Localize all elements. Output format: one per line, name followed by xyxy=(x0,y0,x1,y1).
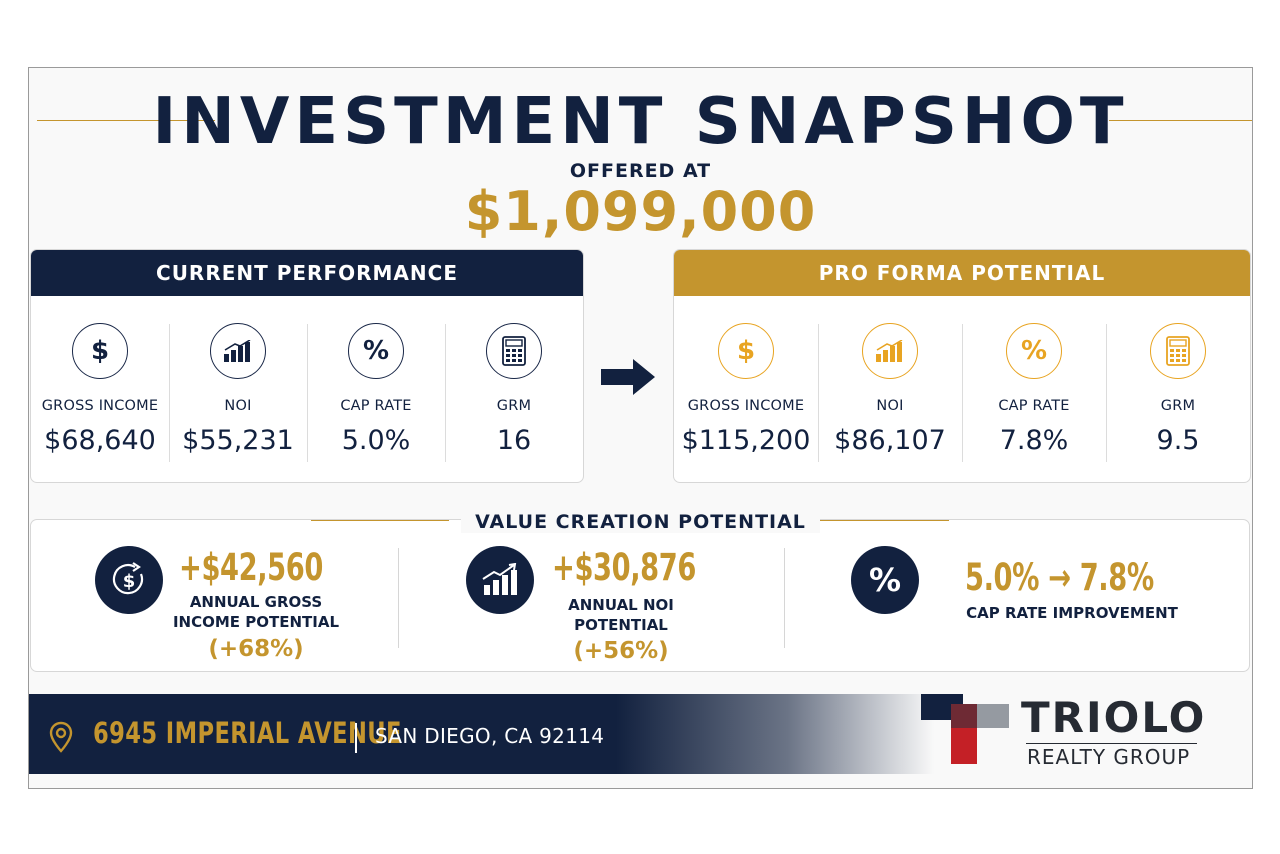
desc-line: ANNUAL NOI xyxy=(568,596,674,614)
dollar-icon: $ xyxy=(718,323,774,379)
proforma-grm: GRM 9.5 xyxy=(1106,296,1250,482)
pro-forma-panel: PRO FORMA POTENTIAL $ GROSS INCOME $115,… xyxy=(673,249,1251,483)
vc-rule-right xyxy=(811,520,949,521)
triolo-logo-icon xyxy=(921,694,1009,764)
current-performance-panel: CURRENT PERFORMANCE $ GROSS INCOME $68,6… xyxy=(30,249,584,483)
current-performance-heading: CURRENT PERFORMANCE xyxy=(31,250,583,296)
bar-chart-icon xyxy=(210,323,266,379)
metric-label: GRM xyxy=(496,398,532,414)
metric-label: GROSS INCOME xyxy=(41,398,159,414)
dollar-growth-icon: $ xyxy=(95,546,163,614)
dollar-icon: $ xyxy=(72,323,128,379)
calculator-icon xyxy=(1150,323,1206,379)
calculator-icon xyxy=(486,323,542,379)
metric-value: $86,107 xyxy=(834,425,946,456)
current-cap-rate: % CAP RATE 5.0% xyxy=(307,296,445,482)
desc-line: POTENTIAL xyxy=(574,616,668,634)
pro-forma-heading: PRO FORMA POTENTIAL xyxy=(674,250,1250,296)
offer-price: $1,099,000 xyxy=(464,180,817,243)
vc-rule-left xyxy=(311,520,449,521)
noi-gain-pct: (+56%) xyxy=(573,638,669,664)
title-rule-right xyxy=(1109,120,1252,121)
metric-label: CAP RATE xyxy=(998,398,1070,414)
investment-snapshot-card: INVESTMENT SNAPSHOT OFFERED AT $1,099,00… xyxy=(28,67,1253,789)
current-gross-income: $ GROSS INCOME $68,640 xyxy=(31,296,169,482)
metric-value: 7.8% xyxy=(999,425,1069,456)
gross-income-gain-pct: (+68%) xyxy=(208,636,304,662)
metric-value: 5.0% xyxy=(341,425,411,456)
brand-rule xyxy=(1026,743,1197,744)
page-title: INVESTMENT SNAPSHOT xyxy=(152,85,1129,159)
noi-gain: +$30,876 xyxy=(552,546,696,589)
desc-line: ANNUAL GROSS xyxy=(189,593,323,611)
current-noi: NOI $55,231 xyxy=(169,296,307,482)
growth-chart-icon xyxy=(466,546,534,614)
value-creation-heading-text: VALUE CREATION POTENTIAL xyxy=(461,511,820,533)
offered-label: OFFERED AT xyxy=(569,160,712,182)
metric-label: CAP RATE xyxy=(340,398,412,414)
current-grm: GRM 16 xyxy=(445,296,583,482)
gross-income-gain-label: ANNUAL GROSS INCOME POTENTIAL xyxy=(163,592,349,632)
metric-value: $115,200 xyxy=(681,425,811,456)
bar-chart-icon xyxy=(862,323,918,379)
cap-rate-change: 5.0% → 7.8% xyxy=(965,556,1154,599)
percent-icon: % xyxy=(348,323,404,379)
svg-text:$: $ xyxy=(123,571,136,592)
percent-icon: % xyxy=(851,546,919,614)
metric-value: $68,640 xyxy=(44,425,156,456)
street-address: 6945 IMPERIAL AVENUE xyxy=(93,716,402,750)
brand-subtitle: REALTY GROUP xyxy=(1027,745,1191,769)
proforma-cap-rate: % CAP RATE 7.8% xyxy=(962,296,1106,482)
metric-label: GRM xyxy=(1160,398,1196,414)
map-pin-icon xyxy=(49,721,73,753)
metric-label: NOI xyxy=(224,398,252,414)
proforma-noi: NOI $86,107 xyxy=(818,296,962,482)
cap-rate-change-label: CAP RATE IMPROVEMENT xyxy=(966,604,1178,622)
metric-value: $55,231 xyxy=(182,425,294,456)
percent-icon: % xyxy=(1006,323,1062,379)
value-creation-panel xyxy=(30,519,1250,672)
noi-gain-label: ANNUAL NOI POTENTIAL xyxy=(535,595,707,635)
title-rule-left xyxy=(37,120,215,121)
metric-label: GROSS INCOME xyxy=(687,398,805,414)
gross-income-gain: +$42,560 xyxy=(179,546,323,589)
proforma-gross-income: $ GROSS INCOME $115,200 xyxy=(674,296,818,482)
arrow-right-icon xyxy=(601,359,655,395)
vc-divider xyxy=(784,548,785,648)
vc-divider xyxy=(398,548,399,648)
metric-label: NOI xyxy=(876,398,904,414)
metric-value: 16 xyxy=(496,425,532,456)
metric-value: 9.5 xyxy=(1156,425,1200,456)
value-creation-heading: VALUE CREATION POTENTIAL xyxy=(29,511,1252,533)
address-footer: 6945 IMPERIAL AVENUE SAN DIEGO, CA 92114 xyxy=(29,694,1252,774)
desc-line: INCOME POTENTIAL xyxy=(172,613,340,631)
address-separator xyxy=(355,723,357,753)
city-state-zip: SAN DIEGO, CA 92114 xyxy=(375,724,605,748)
brand-name: TRIOLO xyxy=(1021,693,1207,742)
